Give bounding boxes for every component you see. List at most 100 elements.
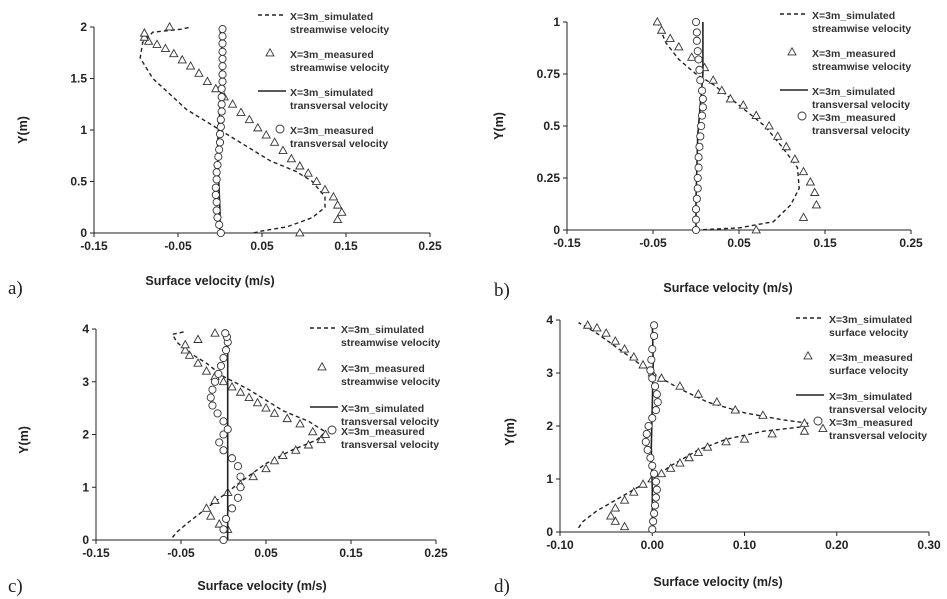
panel-a-series-2-point (328, 191, 339, 201)
panel-d-legend-4-swatch (813, 416, 823, 426)
panel-a-series-4-point (217, 100, 226, 109)
panel-a-series-4-point (213, 160, 222, 170)
panel-b-series-4-point (696, 76, 705, 85)
panel-d-series-4-point (646, 453, 655, 462)
panel-c-series-4-point (215, 438, 224, 447)
panel-a-series-4-point (215, 138, 225, 147)
panel-c-series-2-point (205, 511, 216, 520)
panel-d-series-4-point (650, 469, 659, 478)
panel-b-legend-2-line2: streamwise velocity (812, 61, 911, 73)
panel-a-series-4-point (218, 54, 227, 63)
panel-d-x-tick-label: 0.30 (917, 538, 941, 552)
panel-a: -0.15 -0.05 0.05 0.15 0.25 0 0.5 1 1.5 2 a) Surfa… (8, 11, 442, 299)
panel-b-series-4-point (692, 36, 701, 45)
panel-a-legend-4-line1: X=3m_measured (290, 125, 374, 137)
panel-d-series-2-point (693, 389, 704, 398)
panel-d-series-2-point (629, 351, 639, 361)
panel-d-series-4-point (653, 398, 662, 407)
panel-c-series-2-point (252, 397, 263, 407)
panel-d-legend-4-line1: X=3m_measured (829, 417, 913, 429)
panel-a-series-4-point (218, 25, 227, 34)
panel-a-series-2-point (202, 76, 213, 85)
panel-a-series-4-point (214, 152, 223, 161)
panel-d-legend-1-line1: X=3m_simulated (829, 314, 912, 326)
panel-d-series-4-point (648, 461, 657, 470)
panel-d-series-4-point (648, 345, 657, 354)
panel-b-x-axis-title: Surface velocity (m/s) (663, 281, 792, 295)
panel-d-legend-2-line1: X=3m_measured (829, 352, 913, 364)
panel-d-series-2-point (702, 442, 713, 451)
panel-d-series-2-point (638, 359, 648, 369)
panel-d-series-2-point (601, 328, 611, 337)
panel-c-legend-3-line2: transversal velocity (341, 416, 439, 428)
panel-d-legend-2-line2: surface velocity (829, 365, 909, 377)
panel-a-y-tick-label: 0 (80, 226, 87, 240)
panel-b-series-4-point (691, 225, 701, 235)
panel-b-series-4-point (692, 194, 701, 203)
panel-b-series-2-point (805, 177, 816, 186)
panel-d-series-2-point (767, 428, 777, 438)
panel-b-series-2-point (798, 166, 809, 176)
panel-a-series-2-point (332, 214, 343, 224)
panel-d-series-2-point (629, 487, 639, 496)
panel-d-y-axis-title: Y(m) (503, 418, 517, 446)
panel-b-legend: X=3m_simulated streamwise velocity X=3m_… (812, 10, 911, 137)
panel-c-y-tick-label: 0 (82, 533, 89, 547)
panel-b-series-4-point (691, 215, 701, 224)
panel-d-series-2-point (638, 479, 648, 488)
panel-b-series-4-point (693, 47, 702, 56)
panel-a-series-2-point (295, 160, 305, 170)
panel-a-y-tick-label: 0.5 (70, 175, 87, 189)
panel-c-series-4-point (233, 493, 242, 502)
panel-a-series-2-point (303, 168, 313, 177)
panel-c-series-4-point (221, 329, 230, 338)
panel-a-series-4-point (212, 198, 221, 207)
panel-c-y-axis-title: Y(m) (17, 426, 31, 454)
panel-a-legend-2-swatch (265, 47, 275, 57)
panel-a-series-2-point (160, 43, 171, 53)
panel-c-series-4-point (219, 525, 228, 534)
panel-a-legend-2-line2: streamwise velocity (290, 62, 389, 74)
panel-c-series-2-point (210, 495, 220, 504)
panel-b-series-2-point (725, 93, 736, 103)
panel-b-y-tick-label: 0.75 (537, 67, 561, 81)
panel-b-series-2-point (738, 100, 749, 109)
panel-d-legend-1-line2: surface velocity (829, 327, 909, 339)
panel-a-legend-4-line2: transversal velocity (290, 138, 388, 150)
panel-a-series-2-point (164, 21, 175, 31)
panel-b-series-4-point (694, 55, 703, 64)
panel-d-legend-4-line2: transversal velocity (829, 430, 927, 442)
panel-d: -0.10 0.00 0.10 0.20 0.30 0 1 2 3 4 d) Surface ve… (494, 313, 941, 597)
panel-a-series-4-point (217, 107, 226, 116)
panel-c-series-2-point (278, 450, 288, 459)
panel-c-series-4-point (208, 385, 217, 394)
panel-d-series-4-point (641, 437, 650, 446)
panel-c-series-2-point (180, 339, 191, 349)
panel-b-legend-4-line1: X=3m_measured (812, 112, 896, 124)
panel-c-series-4-point (219, 535, 228, 545)
panel-c-x-tick-label: -0.05 (167, 546, 195, 560)
panel-d-series-4-point (646, 366, 655, 375)
panel-b-series-2-point (798, 212, 809, 221)
panel-c-series-4-point (214, 369, 223, 378)
panel-c-series-4-point (219, 353, 228, 363)
panel-c-y-tick-label: 1 (82, 480, 89, 494)
panel-d-series-2-point (619, 344, 630, 353)
panel-a-series-2-point (139, 32, 150, 41)
panel-a-series-4-point (218, 32, 227, 41)
panel-c-series-2-point (218, 376, 229, 386)
panel-c-series-2-point (303, 439, 314, 449)
panel-b-series-2-point (790, 154, 800, 163)
panel-b-legend-4-swatch (797, 111, 807, 121)
panel-b-x-tick-label: 0.15 (813, 236, 837, 250)
panel-d-legend-2-swatch (803, 350, 813, 360)
panel-c-legend-2-line1: X=3m_measured (341, 363, 425, 375)
panel-b-series-2-point (809, 187, 820, 196)
panel-a-series-2-point (236, 107, 246, 116)
panel-a-series-4-point (217, 84, 226, 93)
panel-b-series-4-point (695, 65, 704, 74)
panel-c-series-4-point (216, 361, 225, 370)
panel-label-a: a) (8, 278, 23, 299)
panel-b-legend-4-line2: transversal velocity (812, 125, 910, 137)
panel-b-y-tick-label: 0.5 (543, 119, 560, 133)
